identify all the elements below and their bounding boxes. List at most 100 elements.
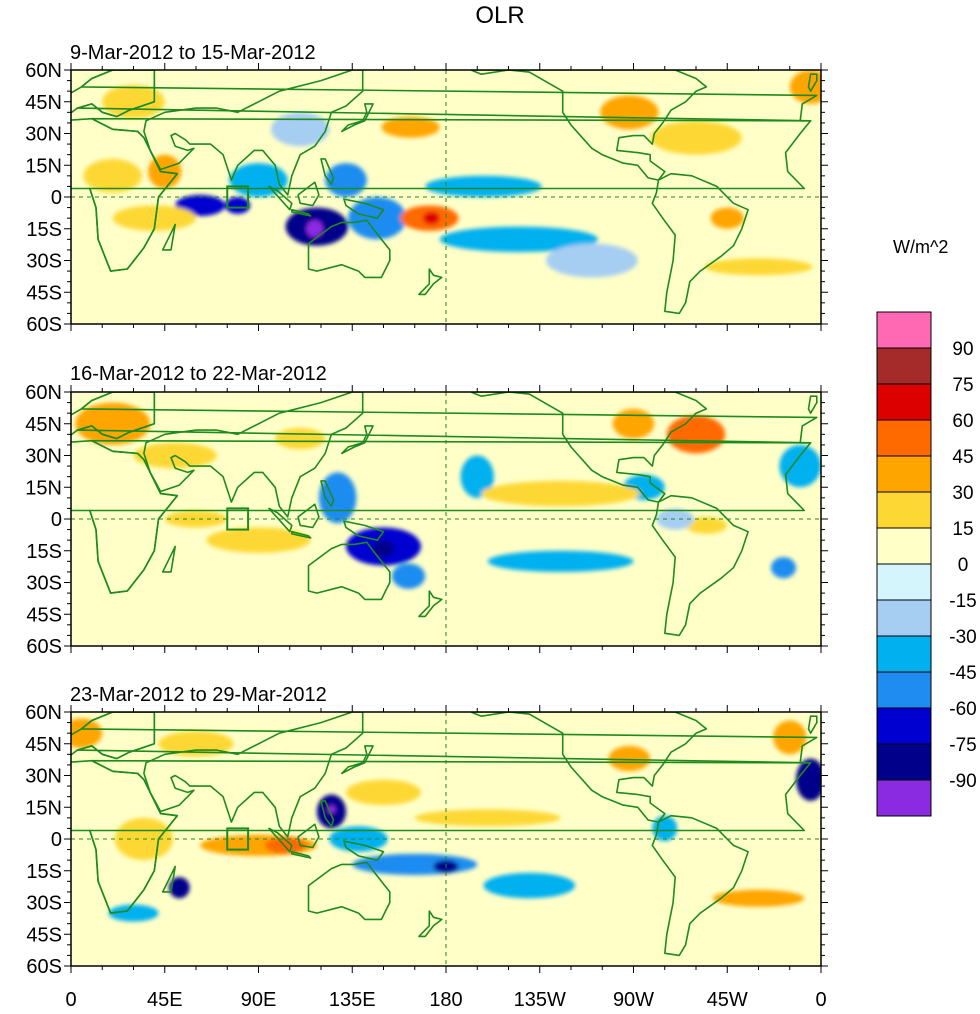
figure-title: OLR xyxy=(475,2,525,29)
lon-tick-label: 45W xyxy=(707,989,748,1011)
coastline-8 xyxy=(343,198,385,219)
lat-tick-label: 15N xyxy=(25,155,62,177)
olr-anomaly-2-12 xyxy=(612,408,655,439)
olr-anomaly-2-7 xyxy=(779,444,821,488)
coastline-13 xyxy=(470,70,708,181)
lat-tick-label: 15N xyxy=(25,797,62,819)
olr-anomaly-2-4 xyxy=(391,563,426,589)
colorbar-swatch xyxy=(876,779,932,817)
lat-tick-label: 60N xyxy=(25,382,62,404)
coastline-6 xyxy=(297,503,320,529)
coastline-5 xyxy=(268,507,293,533)
lon-tick-label: 45E xyxy=(147,989,183,1011)
colorbar-swatch xyxy=(876,563,932,601)
olr-anomaly-1-5 xyxy=(306,220,324,238)
lat-tick-label: 30N xyxy=(25,124,62,146)
lat-tick-label: 15S xyxy=(26,219,62,241)
colorbar-swatch xyxy=(876,491,932,529)
colorbar-swatch xyxy=(876,311,932,349)
coastline-1-wrap xyxy=(71,759,179,914)
coastline-1-wrap xyxy=(71,439,179,594)
olr-anomaly-3-16 xyxy=(346,779,421,806)
coastline-12 xyxy=(320,158,335,186)
lat-tick-label: 45S xyxy=(26,924,62,946)
lon-tick-label: 90E xyxy=(241,989,277,1011)
coastline-7 xyxy=(290,530,312,539)
olr-anomaly-2-2 xyxy=(373,540,394,558)
colorbar-label: 75 xyxy=(952,375,973,396)
lat-tick-label: 0 xyxy=(51,187,62,209)
colorbar-swatch xyxy=(876,707,932,745)
colorbar-label: -45 xyxy=(949,663,976,684)
coastline-16 xyxy=(807,715,818,735)
coastline-1-wrap xyxy=(71,117,179,272)
map-panel-2: 60N 45N 30N 15N 0 15S 30S 45S 60S xyxy=(25,382,828,658)
lat-tick-label: 30N xyxy=(25,766,62,788)
olr-anomaly-2-16 xyxy=(275,427,326,450)
colorbar-label: 0 xyxy=(958,555,969,576)
map-panel-1: 60N 45N 30N 15N 0 15S 30S 45S 60S xyxy=(25,60,828,336)
olr-anomaly-2-11 xyxy=(666,415,726,454)
lat-tick-label: 15S xyxy=(26,541,62,563)
colorbar-swatch xyxy=(876,383,932,421)
panel-1-title: 9-Mar-2012 to 15-Mar-2012 xyxy=(70,42,316,64)
coastline-13 xyxy=(470,392,708,503)
colorbar-label: 30 xyxy=(952,483,973,504)
coastline-2 xyxy=(161,223,176,251)
coastline-10 xyxy=(418,910,443,938)
lat-tick-label: 60S xyxy=(26,314,62,336)
panel-2-title: 16-Mar-2012 to 22-Mar-2012 xyxy=(70,363,327,385)
olr-anomaly-2-17 xyxy=(164,510,228,528)
coastline-15 xyxy=(720,712,756,713)
olr-anomaly-2-14 xyxy=(75,402,151,445)
coastline-16 xyxy=(807,73,818,92)
lat-tick-label: 60S xyxy=(26,636,62,658)
lon-tick-label: 180 xyxy=(429,989,462,1011)
coastline-6 xyxy=(297,181,320,207)
olr-anomaly-1-6 xyxy=(325,163,367,197)
olr-anomaly-3-7 xyxy=(483,872,576,899)
olr-anomaly-3-14 xyxy=(608,745,651,772)
olr-anomaly-1-12 xyxy=(381,116,440,138)
lat-tick-label: 45N xyxy=(25,734,62,756)
coastline-12 xyxy=(320,480,335,508)
coastline-11 xyxy=(340,103,374,133)
coastline-5 xyxy=(268,827,293,853)
olr-anomaly-1-23 xyxy=(102,84,165,119)
colorbar-swatch xyxy=(876,347,932,385)
olr-anomaly-1-11 xyxy=(425,175,542,198)
olr-anomaly-3-9 xyxy=(108,904,159,922)
panel-3-title: 23-Mar-2012 to 29-Mar-2012 xyxy=(70,684,327,706)
olr-anomaly-2-10 xyxy=(481,480,640,507)
lat-tick-label: 30S xyxy=(26,893,62,915)
olr-anomaly-1-14 xyxy=(650,120,742,155)
lat-tick-label: 15S xyxy=(26,861,62,883)
coastline-16 xyxy=(807,395,818,415)
olr-anomaly-1-20 xyxy=(710,207,744,229)
coastline-9 xyxy=(307,861,391,921)
olr-anomaly-3-3 xyxy=(352,853,478,875)
olr-anomaly-3-13 xyxy=(712,889,805,907)
lon-tick-label: 135W xyxy=(514,989,566,1011)
lat-tick-label: 30S xyxy=(26,573,62,595)
coastline-5 xyxy=(268,185,293,211)
colorbar-units: W/m^2 xyxy=(893,237,949,257)
olr-anomaly-3-5 xyxy=(329,826,388,852)
coastline-13 xyxy=(470,712,708,823)
olr-anomaly-2-19 xyxy=(656,508,694,530)
map-panel-3: 60N 45N 30N 15N 0 15S 30S 45S 60S xyxy=(25,702,828,978)
olr-anomaly-2-5 xyxy=(487,550,634,572)
colorbar-label: 15 xyxy=(952,519,973,540)
colorbar-swatch xyxy=(876,599,932,637)
colorbar-label: 60 xyxy=(952,411,973,432)
coastline-11 xyxy=(340,745,374,775)
lat-tick-label: 45N xyxy=(25,414,62,436)
coastline-15 xyxy=(720,392,756,393)
olr-anomaly-3-15 xyxy=(414,809,561,827)
coastline-11 xyxy=(340,425,374,455)
colorbar-label: -90 xyxy=(949,771,976,792)
olr-anomaly-1-10 xyxy=(439,226,599,253)
olr-anomaly-2-18 xyxy=(685,516,728,534)
olr-anomaly-3-12 xyxy=(264,836,307,854)
